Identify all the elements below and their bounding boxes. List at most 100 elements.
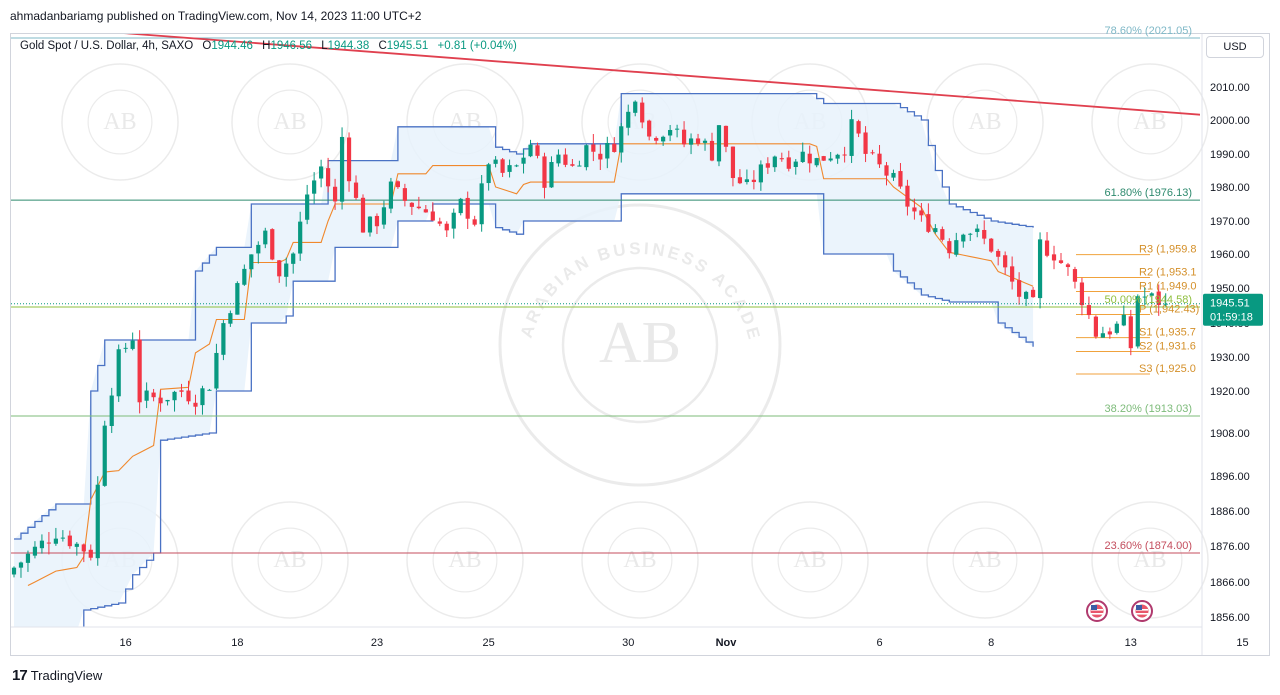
candle-up	[284, 257, 289, 287]
candle-body	[891, 172, 896, 178]
candle-body	[1044, 240, 1050, 256]
candle-up	[486, 162, 491, 191]
candle-up	[130, 332, 135, 351]
candle-down	[1065, 262, 1071, 276]
candle-up	[32, 541, 38, 559]
candle-body	[332, 186, 338, 202]
candle-body	[423, 209, 428, 213]
candle-body	[730, 146, 736, 179]
candle-body	[95, 484, 100, 559]
watermark-seal: AB	[926, 63, 1044, 181]
candle-body	[1058, 260, 1064, 263]
candle-up	[172, 390, 177, 412]
price-axis-tick-label: 1908.00	[1210, 428, 1250, 440]
candle-body	[1017, 280, 1022, 297]
legend-low: L1944.38	[321, 40, 369, 52]
pivot-label: S3 (1,925.0	[1139, 363, 1196, 375]
candle-body	[723, 125, 729, 147]
candle-down	[1086, 296, 1092, 319]
candle-body	[402, 188, 407, 201]
candle-up	[933, 224, 938, 234]
legend-low-value: 1944.38	[327, 40, 370, 52]
candle-body	[556, 154, 561, 164]
watermark-inner-ring	[257, 89, 323, 155]
event-icon-canton	[1136, 605, 1142, 610]
candle-down	[877, 145, 882, 168]
candle-body	[109, 395, 114, 426]
candle-down	[570, 159, 575, 167]
candle-body	[870, 152, 875, 154]
legend-change: +0.81 (+0.04%)	[437, 40, 517, 52]
time-axis-tick-label: 13	[1125, 637, 1137, 649]
candle-body	[716, 125, 722, 162]
candle-body	[479, 183, 484, 225]
candle-body	[856, 121, 861, 134]
legend-open-value: 1944.46	[211, 40, 253, 52]
candle-up	[1100, 326, 1105, 338]
candle-body	[647, 120, 652, 137]
candle-body	[1093, 316, 1098, 337]
plot-area: R3 (1,959.8 R2 (1,953.1 R1 (1,949.0 P (1,94…	[11, 34, 1200, 627]
candle-body	[437, 221, 442, 224]
legend-close-label: C	[378, 40, 387, 52]
candle-down	[647, 119, 652, 141]
candle-down	[870, 149, 875, 155]
currency-selector[interactable]: USD	[1206, 36, 1264, 58]
watermark-inner-ring	[1117, 89, 1183, 155]
candle-body	[905, 185, 910, 207]
candle-down	[940, 226, 945, 242]
candle-body	[249, 254, 254, 270]
time-axis-tick-label: 25	[483, 637, 495, 649]
time-axis-tick-label: Nov	[716, 637, 738, 649]
candle-down	[842, 146, 847, 163]
watermark-seal: AB	[1091, 63, 1209, 181]
candle-up	[1163, 293, 1168, 307]
candle-body	[1121, 314, 1126, 326]
candle-down	[1003, 251, 1008, 275]
candle-down	[81, 543, 86, 563]
legend-symbol[interactable]: Gold Spot / U.S. Dollar, 4h, SAXO	[20, 40, 194, 52]
candle-down	[409, 202, 414, 215]
candle-body	[996, 250, 1001, 257]
candle-body	[179, 390, 184, 392]
candle-down	[1072, 266, 1078, 289]
candle-body	[975, 228, 980, 232]
footer-brand[interactable]: 17 TradingView	[12, 667, 102, 684]
candle-down	[151, 388, 156, 402]
candle-down	[612, 137, 617, 153]
candle-down	[898, 163, 903, 189]
candle-down	[402, 183, 407, 207]
candle-body	[137, 339, 142, 403]
candle-body	[933, 228, 938, 233]
candle-down	[332, 178, 338, 210]
candle-down	[1128, 309, 1133, 356]
candle-up	[849, 109, 854, 163]
candle-body	[214, 352, 219, 389]
candle-up	[961, 233, 966, 248]
candle-body	[1024, 291, 1029, 299]
candle-body	[207, 389, 212, 391]
fib-level-label: 38.20% (1913.03)	[1105, 403, 1192, 415]
candle-body	[221, 323, 226, 355]
candle-up	[968, 232, 973, 242]
candle-up	[214, 343, 219, 391]
candle-down	[912, 198, 917, 220]
fib-level-label: 78.60% (2021.05)	[1105, 25, 1192, 37]
price-axis-tick-label: 1960.00	[1210, 249, 1250, 261]
watermark-seal: AB	[926, 501, 1044, 619]
candle-down	[1079, 277, 1085, 316]
candle-body	[263, 230, 268, 245]
candle-down	[947, 238, 952, 259]
candle-body	[367, 216, 373, 233]
watermark-seal: AB	[498, 203, 782, 487]
candle-body	[298, 221, 303, 254]
candle-up	[1037, 232, 1043, 309]
candle-body	[661, 136, 666, 142]
candle-body	[458, 198, 463, 214]
candle-up	[528, 139, 533, 158]
legend-high: H1946.56	[262, 40, 312, 52]
current-price-tag-bg	[1203, 293, 1263, 326]
candle-down	[472, 215, 477, 227]
candle-down	[856, 119, 861, 138]
